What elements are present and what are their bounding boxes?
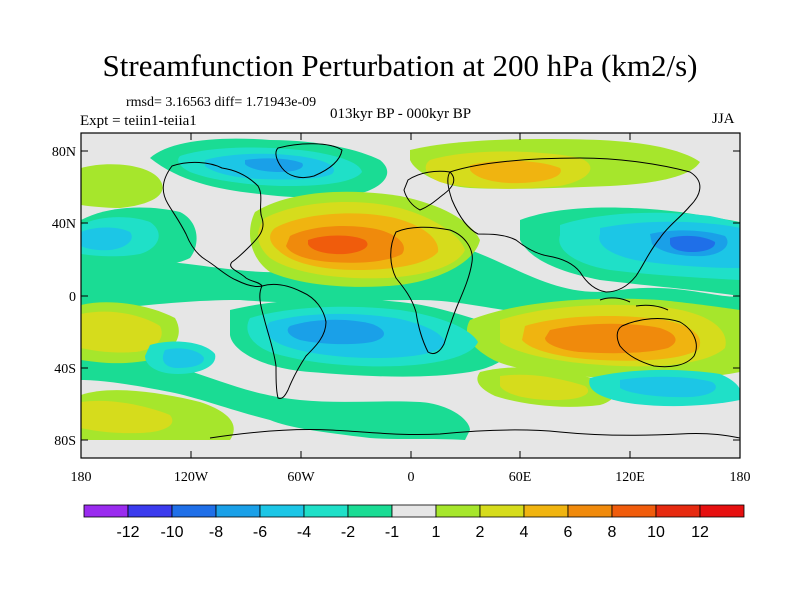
chart-title: Streamfunction Perturbation at 200 hPa (… <box>102 48 698 83</box>
region-asia-neg10 <box>670 235 716 252</box>
colorbar-swatch <box>479 504 525 518</box>
coastlines <box>162 143 740 439</box>
band-southern-neg2 <box>81 353 470 440</box>
colorbar-swatch <box>83 504 129 518</box>
colorbar-swatch <box>171 504 217 518</box>
colorbar-swatch <box>127 504 173 518</box>
colorbar-label: 12 <box>691 524 709 541</box>
colorbar-swatch <box>347 504 393 518</box>
region-south-indian-pos4 <box>500 374 589 400</box>
lon-tick-label: 60W <box>287 470 315 485</box>
experiment-label: Expt = teiin1-teiia1 <box>80 113 197 129</box>
lat-tick-label: 80N <box>52 145 76 160</box>
coast-australia <box>616 318 697 368</box>
coast-europe <box>403 170 455 211</box>
coast-indonesia <box>599 297 669 311</box>
lat-tick-label: 0 <box>69 290 76 305</box>
colorbar-label: 6 <box>564 524 573 541</box>
colorbar-label: 2 <box>476 524 485 541</box>
region-south-atlantic-neg8 <box>287 319 384 345</box>
lon-tick-label: 120W <box>174 470 209 485</box>
colorbar-label: 1 <box>432 524 441 541</box>
colorbar-swatch <box>215 504 261 518</box>
latitude-axis: 80N 40N 0 40S 80S <box>52 145 740 449</box>
colorbar-label: -10 <box>160 524 183 541</box>
colorbar-swatch <box>699 504 745 518</box>
colorbar: -12 -10 -8 -6 -4 -2 -1 1 2 4 6 8 10 12 <box>83 504 745 541</box>
coast-greenland <box>275 143 343 179</box>
coast-africa <box>390 226 473 355</box>
colorbar-swatch <box>611 504 657 518</box>
region-atlantic-pos10 <box>308 235 368 255</box>
colorbar-swatch <box>655 504 701 518</box>
colorbar-label: 8 <box>608 524 617 541</box>
colorbar-label: 10 <box>647 524 665 541</box>
region-north-pacific-neg6 <box>81 227 132 251</box>
lon-tick-label: 60E <box>509 470 532 485</box>
stats-line: rmsd= 3.16563 diff= 1.71943e-09 <box>126 95 317 110</box>
colorbar-label: -12 <box>116 524 139 541</box>
period-label: 013kyr BP - 000kyr BP <box>330 106 472 122</box>
colorbar-swatch <box>435 504 481 518</box>
colorbar-swatch <box>391 504 437 518</box>
coast-south-america <box>259 283 327 399</box>
lon-tick-label: 180 <box>730 470 751 485</box>
longitude-axis: 180 120W 60W 0 60E 120E 180 <box>71 133 751 485</box>
coast-north-america <box>162 161 264 287</box>
colorbar-label: -8 <box>209 524 223 541</box>
region-south-polar-pos4 <box>81 400 173 434</box>
coast-antarctica <box>209 428 740 439</box>
lat-tick-label: 40S <box>54 362 76 377</box>
colorbar-swatch <box>303 504 349 518</box>
coast-asia <box>447 157 701 293</box>
colorbar-label: -2 <box>341 524 355 541</box>
contour-field <box>81 133 740 458</box>
colorbar-label: -1 <box>385 524 399 541</box>
region-arctic-neg8 <box>245 158 303 172</box>
colorbar-label: -4 <box>297 524 311 541</box>
lon-tick-label: 0 <box>408 470 415 485</box>
region-eurasia-pos6 <box>470 160 561 184</box>
region-south-indian-neg6 <box>620 376 716 398</box>
band-north-yellow-pos2 <box>81 164 163 208</box>
region-south-pos8 <box>545 323 676 354</box>
colorbar-swatch <box>259 504 305 518</box>
colorbar-label: -6 <box>253 524 267 541</box>
season-label: JJA <box>712 111 735 127</box>
region-southwest-neg6 <box>162 348 204 368</box>
lon-tick-label: 180 <box>71 470 92 485</box>
lat-tick-label: 80S <box>54 434 76 449</box>
lat-tick-label: 40N <box>52 217 76 232</box>
lon-tick-label: 120E <box>615 470 645 485</box>
colorbar-swatch <box>523 504 569 518</box>
colorbar-label: 4 <box>520 524 529 541</box>
colorbar-swatch <box>567 504 613 518</box>
region-southwest-pos4 <box>81 311 162 353</box>
